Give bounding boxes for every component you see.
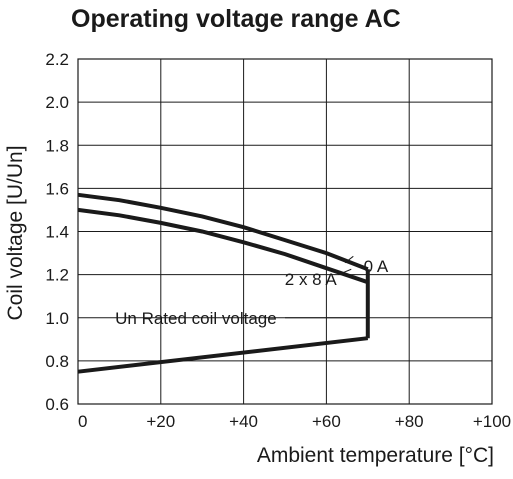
y-tick-labels: 0.6 0.8 1.0 1.2 1.4 1.6 1.8 2.0 2.2	[45, 50, 69, 414]
x-tick-label: 0	[78, 412, 87, 431]
annotation-2x8a: 2 x 8 A	[285, 270, 338, 289]
y-tick-label: 2.2	[45, 50, 69, 69]
x-tick-label: +40	[229, 412, 258, 431]
leader-2x8a	[340, 268, 352, 275]
x-tick-label: +20	[146, 412, 175, 431]
series-layer	[77, 192, 370, 374]
series-line-0	[77, 192, 369, 272]
x-tick-labels: 0 +20 +40 +60 +80 +100	[78, 412, 511, 431]
series-line-1	[77, 207, 369, 285]
x-tick-label: +80	[395, 412, 424, 431]
y-axis-label: Coil voltage [U/Un]	[4, 145, 27, 320]
y-tick-label: 1.6	[45, 179, 69, 198]
series-line-2	[77, 336, 369, 374]
leader-0a	[344, 255, 354, 264]
plot-frame	[77, 58, 493, 405]
annotation-0a: 0 A	[364, 257, 389, 276]
chart-title: Operating voltage range AC	[71, 5, 401, 33]
y-tick-label: 1.0	[45, 309, 69, 328]
x-axis-label: Ambient temperature [°C]	[257, 444, 494, 467]
y-tick-label: 0.6	[45, 395, 69, 414]
annotation-rated-voltage: Un Rated coil voltage	[115, 309, 277, 328]
x-tick-label: +100	[473, 412, 511, 431]
y-tick-label: 1.4	[45, 223, 69, 242]
y-tick-label: 1.8	[45, 136, 69, 155]
x-tick-label: +60	[312, 412, 341, 431]
annotation-layer: 0 A 2 x 8 A Un Rated coil voltage	[115, 255, 389, 328]
y-tick-label: 0.8	[45, 352, 69, 371]
y-tick-label: 1.2	[45, 266, 69, 285]
grid-layer	[77, 58, 493, 405]
y-tick-label: 2.0	[45, 93, 69, 112]
